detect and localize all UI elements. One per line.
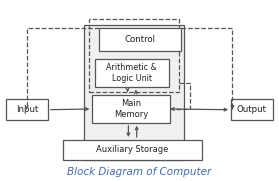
Bar <box>63 140 202 160</box>
Text: Auxiliary Storage: Auxiliary Storage <box>96 145 169 154</box>
Text: Control: Control <box>125 35 156 44</box>
Bar <box>89 19 179 92</box>
Text: Block Diagram of Computer: Block Diagram of Computer <box>67 167 212 177</box>
Bar <box>6 100 48 120</box>
Bar <box>231 100 273 120</box>
Text: Output: Output <box>237 105 267 114</box>
Bar <box>95 59 169 87</box>
Text: Arithmetic &
Logic Unit: Arithmetic & Logic Unit <box>106 63 157 83</box>
Bar <box>84 25 184 160</box>
Text: Main
Memory: Main Memory <box>114 99 148 119</box>
Bar <box>99 28 181 51</box>
Text: Input: Input <box>16 105 38 114</box>
Bar <box>92 95 170 123</box>
